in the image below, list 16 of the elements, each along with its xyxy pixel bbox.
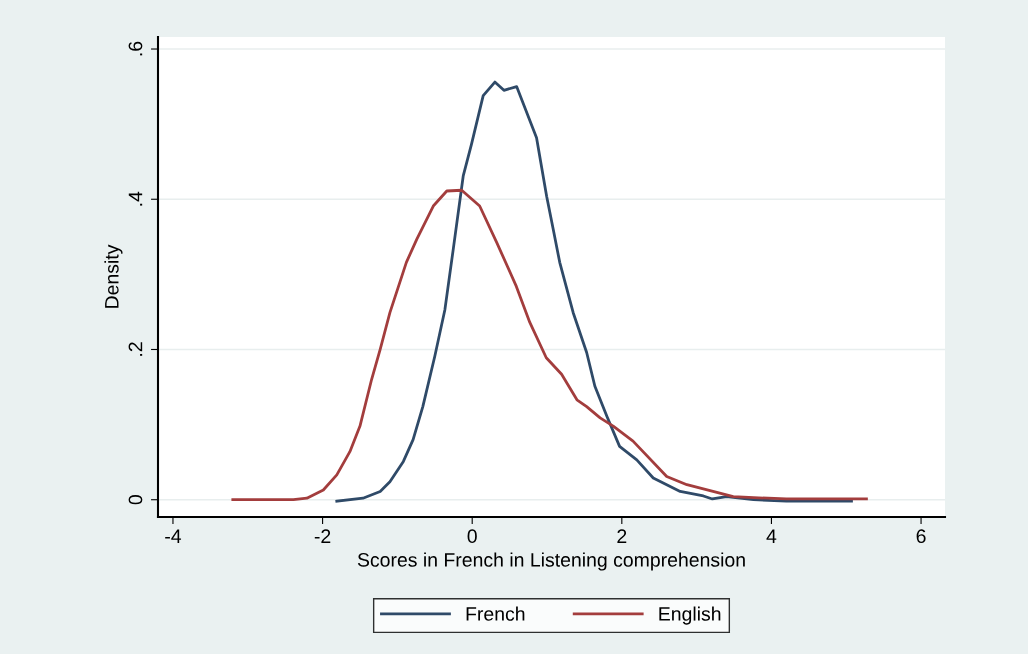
y-tick-label: .6 (128, 41, 143, 56)
x-axis-title: Scores in French in Listening comprehension (357, 552, 745, 571)
x-tick-label: 6 (916, 529, 926, 544)
x-tick-label: 0 (467, 529, 477, 544)
line-series (231, 188, 868, 502)
y-axis-title: Density (104, 244, 123, 308)
y-tick-label: .4 (128, 191, 143, 206)
x-tick-label: 2 (617, 529, 627, 543)
legend-label: English (659, 606, 721, 625)
x-tick-label: 4 (766, 529, 777, 543)
x-tick-label: -4 (165, 529, 182, 543)
legend-label: French (466, 606, 525, 621)
line-series (335, 80, 853, 503)
y-tick-label: 0 (128, 495, 143, 505)
x-tick-label: -2 (314, 529, 331, 543)
y-tick-label: .2 (128, 342, 143, 356)
